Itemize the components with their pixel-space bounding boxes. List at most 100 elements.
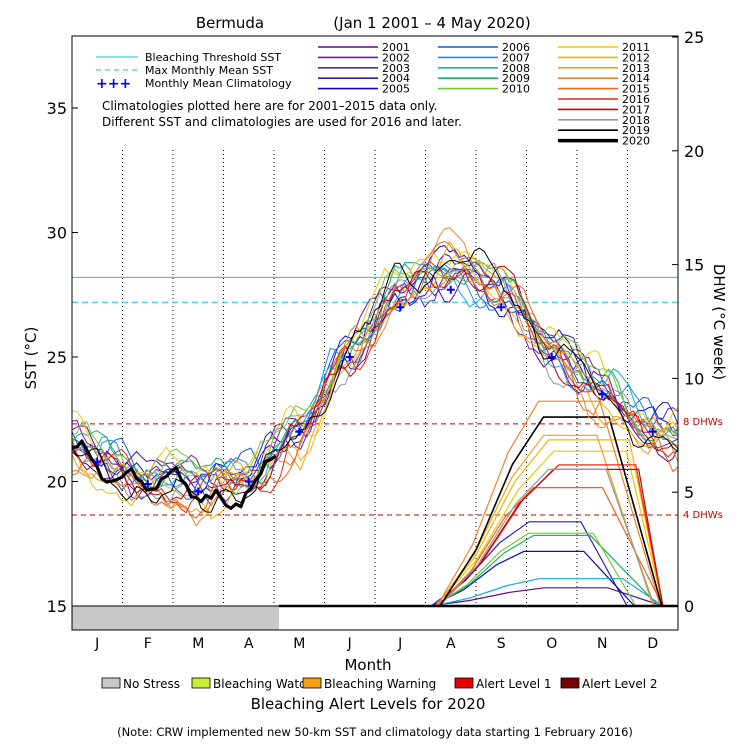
year-legend-label-2005: 2005 bbox=[382, 83, 410, 96]
axes: 15 20 25 30 35 0 5 10 15 20 25 J F M A M J J A S O N D bbox=[47, 28, 705, 652]
sst-line-2011 bbox=[71, 251, 679, 493]
x-tick-label: A bbox=[244, 636, 254, 652]
alert-swatch bbox=[560, 677, 580, 689]
year-legend-label-2007: 2007 bbox=[502, 51, 530, 64]
year-legend-label-2001: 2001 bbox=[382, 41, 410, 54]
alert-swatch bbox=[191, 677, 211, 689]
y-tick-label-right: 10 bbox=[684, 369, 704, 388]
year-legend-label-2008: 2008 bbox=[502, 62, 530, 75]
year-legend-label-2013: 2013 bbox=[622, 62, 650, 75]
x-tick-label: O bbox=[546, 636, 557, 652]
reference-lines bbox=[72, 276, 678, 516]
x-tick-label: F bbox=[144, 636, 152, 652]
y-tick-label-left: 25 bbox=[47, 348, 67, 367]
chart-title: Bermuda bbox=[196, 14, 264, 32]
sst-line-2019 bbox=[71, 247, 679, 513]
footnote: (Note: CRW implemented new 50-km SST and… bbox=[117, 725, 633, 739]
dhw-line-2013 bbox=[436, 434, 654, 607]
year-legend-label-2020: 2020 bbox=[622, 135, 650, 148]
x-tick-label: S bbox=[497, 636, 506, 652]
sst-line-2012 bbox=[71, 261, 679, 520]
year-legend-label-2009: 2009 bbox=[502, 72, 530, 85]
alert-label: Bleaching Warning bbox=[324, 677, 436, 691]
year-legend-label-2019: 2019 bbox=[622, 124, 650, 137]
sst-line-2014 bbox=[71, 227, 679, 527]
x-tick-label: M bbox=[293, 636, 305, 652]
sst-line-2010 bbox=[71, 259, 679, 495]
x-tick-label: J bbox=[347, 636, 352, 652]
chart-date-range: (Jan 1 2001 – 4 May 2020) bbox=[333, 14, 530, 32]
year-legend-label-2011: 2011 bbox=[622, 41, 650, 54]
climatology-point bbox=[244, 477, 253, 486]
year-legend-label-2002: 2002 bbox=[382, 51, 410, 64]
dhw-line-2014 bbox=[436, 400, 661, 607]
sst-line-2002 bbox=[71, 265, 679, 502]
dhw-line-2018 bbox=[439, 468, 655, 607]
climatology-point bbox=[295, 427, 304, 436]
x-tick-label: A bbox=[446, 636, 456, 652]
year-legend-label-2014: 2014 bbox=[622, 72, 650, 85]
sst-line-2004 bbox=[71, 253, 679, 493]
y-axis-label-left: SST (°C) bbox=[22, 327, 40, 390]
alert-level-legend: No Stress Bleaching Watch Bleaching Warnin… bbox=[101, 677, 658, 691]
x-tick-label: N bbox=[597, 636, 607, 652]
year-legend-label-2004: 2004 bbox=[382, 72, 410, 85]
y-axis-label-right: DHW (°C week) bbox=[710, 264, 728, 380]
legend-label-climatology: Monthly Mean Climatology bbox=[145, 77, 292, 90]
climatology-point bbox=[446, 285, 455, 294]
y-tick-label-right: 25 bbox=[684, 28, 704, 47]
climatology-point bbox=[396, 303, 405, 312]
sst-line-2018 bbox=[71, 262, 679, 503]
y-tick-label-left: 30 bbox=[47, 224, 67, 243]
dhw-line-2010 bbox=[434, 532, 637, 607]
climatology-point bbox=[497, 303, 506, 312]
alert-label: Alert Level 2 bbox=[582, 677, 658, 691]
alert-label: Bleaching Watch bbox=[213, 677, 313, 691]
x-axis-label: Month bbox=[344, 656, 391, 674]
plot-frame bbox=[71, 35, 679, 631]
sst-line-2013 bbox=[71, 240, 679, 514]
y-tick-label-right: 0 bbox=[684, 597, 694, 616]
alert-swatch bbox=[302, 677, 322, 689]
alert-swatch bbox=[454, 677, 474, 689]
dhw-line-2005 bbox=[431, 550, 635, 607]
climatology-point bbox=[598, 390, 607, 399]
y-tick-label-right: 15 bbox=[684, 256, 704, 275]
note-line-2: Different SST and climatologies are used… bbox=[102, 115, 462, 129]
y-tick-label-right: 5 bbox=[684, 483, 694, 502]
legend-climatology-marks: +++ bbox=[96, 76, 131, 92]
legend-reference: Bleaching Threshold SST Max Monthly Mean… bbox=[96, 51, 292, 92]
climatology-point bbox=[194, 487, 203, 496]
year-legend-label-2006: 2006 bbox=[502, 41, 530, 54]
sst-line-2020 bbox=[71, 439, 277, 510]
x-tick-label: J bbox=[397, 636, 402, 652]
legend-label-mmm: Max Monthly Mean SST bbox=[145, 64, 273, 77]
dhw-line-2011 bbox=[434, 450, 664, 607]
dhw-label-4: 4 DHWs bbox=[683, 510, 723, 521]
alert-swatch bbox=[101, 677, 121, 689]
dhw-line-2008 bbox=[433, 578, 664, 607]
y-tick-label-left: 35 bbox=[47, 99, 67, 118]
y-tick-label-left: 15 bbox=[47, 597, 67, 616]
climatology-point bbox=[345, 353, 354, 361]
monthly-mean-climatology bbox=[93, 285, 657, 496]
year-legend-label-2012: 2012 bbox=[622, 51, 650, 64]
y-tick-label-right: 20 bbox=[684, 142, 704, 161]
x-tick-label: J bbox=[94, 636, 99, 652]
year-legend-label-2010: 2010 bbox=[502, 83, 530, 96]
climatology-point bbox=[93, 457, 102, 466]
alert-legend-title: Bleaching Alert Levels for 2020 bbox=[251, 695, 486, 713]
y-tick-label-left: 20 bbox=[47, 473, 67, 492]
sst-series bbox=[71, 227, 679, 527]
climatology-point bbox=[648, 427, 657, 436]
month-gridlines bbox=[122, 150, 628, 606]
year-legend-label-2018: 2018 bbox=[622, 114, 650, 127]
climatology-point bbox=[143, 479, 152, 488]
sst-line-2017 bbox=[71, 265, 679, 503]
year-legend-label-2003: 2003 bbox=[382, 62, 410, 75]
alert-label: No Stress bbox=[123, 677, 180, 691]
dhw-line-2009 bbox=[433, 534, 660, 607]
year-legend-label-2017: 2017 bbox=[622, 103, 650, 116]
